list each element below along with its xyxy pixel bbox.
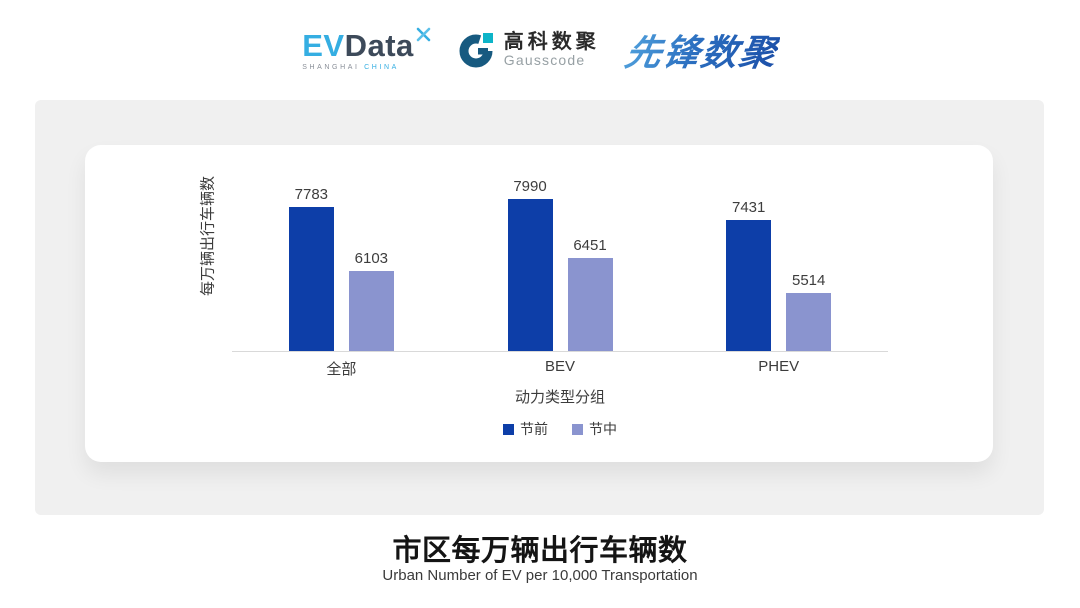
bar-s0-c0 — [288, 207, 334, 351]
bar-value-label-s1-c2: 5514 — [791, 271, 826, 289]
bar-value-label-s0-c0: 7783 — [294, 185, 329, 203]
bar-wrap-s1-c2: 5514 — [786, 271, 832, 351]
chart-subtitle: Urban Number of EV per 10,000 Transporta… — [382, 567, 698, 584]
bar-plot-area: 7783 6103 7990 6451 7431 5514 — [232, 160, 888, 351]
bar-s1-c2 — [786, 293, 832, 351]
evdata-shanghai-text: SHANGHAI — [302, 63, 360, 71]
bar-value-label-s0-c1: 7990 — [513, 177, 547, 195]
gausscode-logo: 高科数聚 Gausscode — [458, 31, 600, 69]
gausscode-text: 高科数聚 Gausscode — [504, 31, 600, 68]
logo-header: EV Data SHANGHAI CHINA 高科数聚 Gausscode — [0, 24, 1080, 76]
evdata-x-icon — [416, 27, 431, 41]
category-label-2: PHEV — [758, 358, 800, 375]
legend: 节前 节中 — [232, 419, 888, 439]
category-label-0: 全部 — [326, 361, 357, 378]
y-axis-label: 每万辆出行车辆数 — [199, 175, 217, 297]
evdata-data-text: Data — [344, 27, 414, 63]
category-labels-row: 全部 BEV PHEV — [232, 358, 888, 379]
bar-value-label-s1-c0: 6103 — [354, 249, 389, 267]
pioneer-logo: 先锋数聚 — [621, 24, 782, 76]
bar-s0-c2 — [726, 220, 772, 351]
bar-wrap-s0-c0: 7783 — [288, 185, 334, 351]
chart-panel: 每万辆出行车辆数 7783 6103 7990 6451 7431 5514 全部 BEV P… — [35, 100, 1044, 515]
bar-value-label-s1-c1: 6451 — [573, 236, 607, 254]
bar-group-2: 7431 5514 — [669, 160, 888, 351]
evdata-ev-text: EV — [302, 27, 345, 63]
legend-swatch-1 — [572, 423, 583, 435]
legend-label-0: 节前 — [520, 421, 548, 437]
bar-value-label-s0-c2: 7431 — [731, 198, 766, 216]
gausscode-en-name: Gausscode — [503, 52, 586, 69]
evdata-wordmark: EV Data — [302, 27, 432, 63]
evdata-logo: EV Data SHANGHAI CHINA — [302, 27, 432, 71]
legend-item-0: 节前 — [503, 419, 548, 439]
bar-s1-c0 — [348, 271, 394, 351]
chart-card: 每万辆出行车辆数 7783 6103 7990 6451 7431 5514 全部 BEV P… — [85, 145, 993, 462]
category-label-1: BEV — [545, 358, 576, 375]
evdata-china-text: CHINA — [364, 63, 399, 71]
chart-title: 市区每万辆出行车辆数 — [392, 535, 688, 567]
bar-wrap-s1-c0: 6103 — [348, 249, 394, 351]
x-axis-label: 动力类型分组 — [514, 389, 605, 406]
evdata-subtext: SHANGHAI CHINA — [302, 64, 432, 71]
bar-wrap-s0-c2: 7431 — [726, 198, 772, 351]
bar-s1-c1 — [567, 258, 613, 351]
bar-group-1: 7990 6451 — [451, 160, 670, 351]
legend-label-1: 节中 — [589, 421, 617, 437]
x-axis-line — [232, 351, 888, 352]
gausscode-g-icon — [459, 33, 493, 68]
gausscode-cn-name: 高科数聚 — [503, 31, 600, 54]
bar-group-0: 7783 6103 — [232, 160, 451, 351]
bar-wrap-s0-c1: 7990 — [507, 177, 553, 351]
bar-s0-c1 — [507, 199, 553, 351]
bar-wrap-s1-c1: 6451 — [567, 236, 613, 351]
legend-item-1: 节中 — [572, 419, 617, 439]
legend-swatch-0 — [503, 423, 514, 435]
